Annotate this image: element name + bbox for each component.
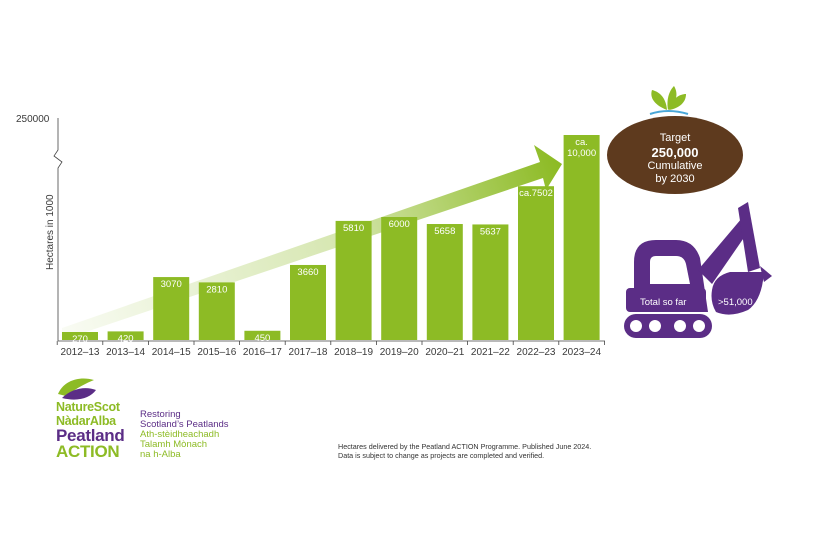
bar-data-label: 5637 bbox=[480, 226, 501, 237]
bar-data-label: 3070 bbox=[161, 279, 182, 290]
target-cumulative: Cumulative bbox=[647, 160, 703, 172]
bar-data-label: 5810 bbox=[343, 223, 364, 234]
logo-peatland: Peatland bbox=[56, 426, 125, 445]
bar-data-label: 3660 bbox=[297, 267, 318, 278]
tagline-gd-1: Ath-stèidheachadh bbox=[140, 429, 220, 440]
y-axis-top-label: 250000 bbox=[16, 114, 50, 125]
x-tick-label: 2014–15 bbox=[152, 347, 191, 358]
tagline-gd-3: na h-Alba bbox=[140, 449, 181, 460]
total-so-far-value: >51,000 bbox=[718, 297, 753, 308]
footnote-line-2: Data is subject to change as projects ar… bbox=[338, 451, 545, 460]
bar-2020–21 bbox=[426, 224, 463, 340]
bar-data-label: 420 bbox=[118, 333, 134, 344]
bar-data-label: 6000 bbox=[389, 219, 410, 230]
excavator-icon bbox=[624, 202, 772, 338]
target-bubble bbox=[607, 116, 743, 194]
bar-data-label: 2810 bbox=[206, 284, 227, 295]
bar-data-label: ca. bbox=[575, 137, 588, 148]
x-tick-label: 2020–21 bbox=[425, 347, 464, 358]
target-title: Target bbox=[659, 132, 691, 144]
logo-nadaralba: NàdarAlba bbox=[56, 414, 116, 428]
tagline-en-2: Scotland’s Peatlands bbox=[140, 419, 229, 430]
x-tick-label: 2016–17 bbox=[243, 347, 282, 358]
bar-2013–14 bbox=[107, 331, 144, 340]
logo-action: ACTION bbox=[56, 442, 120, 461]
sprout-icon bbox=[649, 86, 689, 115]
bar-2023–24 bbox=[563, 135, 600, 340]
bar-2018–19 bbox=[335, 220, 372, 340]
bar-2017–18 bbox=[290, 264, 326, 340]
x-tick-label: 2018–19 bbox=[334, 347, 373, 358]
x-tick-label: 2021–22 bbox=[471, 347, 510, 358]
x-tick-label: 2019–20 bbox=[380, 347, 419, 358]
bar-data-label: 10,000 bbox=[567, 148, 596, 159]
bar-2022–23 bbox=[518, 186, 554, 340]
bar-2012–13 bbox=[62, 332, 98, 340]
x-tick-label: 2013–14 bbox=[106, 347, 145, 358]
bar-series: 270 420 3070 2810 450 3660 5810 6000 5658 5637 ca.… bbox=[62, 135, 600, 345]
bar-data-label: 5658 bbox=[434, 226, 455, 237]
bar-2015–16 bbox=[198, 282, 235, 340]
y-axis-title: Hectares in 1000 bbox=[45, 194, 56, 270]
total-so-far-label: Total so far bbox=[640, 297, 686, 308]
bar-data-label: 450 bbox=[254, 333, 270, 344]
tagline-gd-2: Talamh Mònach bbox=[140, 439, 208, 450]
bar-data-label: ca.7502 bbox=[519, 188, 553, 199]
tagline-en-1: Restoring bbox=[140, 409, 181, 420]
x-tick-label: 2012–13 bbox=[61, 347, 100, 358]
peatland-action-logo: NatureScot NàdarAlba Peatland ACTION Res… bbox=[56, 374, 256, 464]
bar-2019–20 bbox=[381, 217, 418, 340]
logo-naturescot: NatureScot bbox=[56, 400, 120, 414]
bar-2021–22 bbox=[472, 224, 509, 340]
footnote-line-1: Hectares delivered by the Peatland ACTIO… bbox=[338, 442, 592, 451]
bar-2016–17 bbox=[244, 330, 281, 340]
target-year: by 2030 bbox=[655, 173, 695, 185]
x-tick-label: 2017–18 bbox=[289, 347, 328, 358]
x-tick-label: 2023–24 bbox=[562, 347, 601, 358]
bar-data-label: 270 bbox=[72, 334, 88, 345]
x-ticks: 2012–13 2013–14 2014–15 2015–16 2016–17 2017–… bbox=[56, 341, 605, 358]
target-value: 250,000 bbox=[651, 145, 699, 160]
naturescot-logo-mark bbox=[58, 378, 96, 400]
x-tick-label: 2022–23 bbox=[517, 347, 556, 358]
bar-2014–15 bbox=[153, 277, 190, 340]
x-tick-label: 2015–16 bbox=[197, 347, 236, 358]
y-axis-line bbox=[53, 118, 63, 341]
